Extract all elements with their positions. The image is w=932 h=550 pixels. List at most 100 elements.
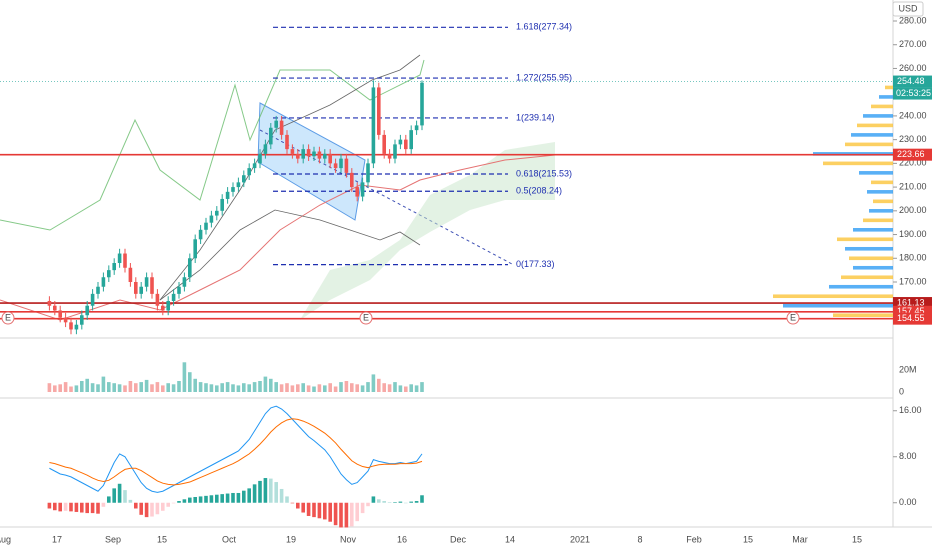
macd-histogram-bar — [231, 492, 235, 503]
macd-histogram-bar — [296, 502, 300, 509]
y-tick-label: 190.00 — [899, 229, 927, 239]
candle-body — [258, 153, 262, 164]
time-label: 2021 — [570, 534, 590, 544]
y-tick-label: 170.00 — [899, 276, 927, 286]
volume-bar — [177, 381, 181, 392]
earnings-marker: E — [5, 312, 11, 322]
candle-body — [225, 191, 230, 199]
candle-body — [74, 324, 79, 330]
macd-histogram-bar — [274, 482, 278, 503]
macd-histogram-bar — [387, 502, 392, 503]
price-label-bg — [893, 312, 932, 325]
macd-histogram-bar — [404, 502, 408, 504]
volume-bar — [80, 381, 84, 392]
candle-body — [414, 125, 419, 131]
y-tick-label: 230.00 — [899, 134, 927, 144]
macd-histogram-bar — [150, 502, 154, 517]
volume-bar — [328, 383, 332, 392]
macd-histogram-bar — [409, 501, 413, 503]
volume-bar — [393, 382, 397, 392]
macd-histogram-bar — [420, 495, 424, 503]
candle-body — [312, 151, 316, 157]
macd-histogram-bar — [96, 502, 100, 514]
volume-bar — [263, 376, 268, 392]
macd-histogram-bar — [279, 488, 284, 503]
macd-histogram-bar — [355, 502, 359, 522]
time-label: 15 — [743, 534, 753, 544]
candle-body — [409, 130, 413, 150]
fib-label: 1.272(255.95) — [516, 72, 572, 82]
candle-body — [96, 286, 100, 294]
volume-profile-bar — [849, 256, 893, 261]
macd-histogram-bar — [177, 501, 181, 503]
volume-profile-bar — [873, 199, 893, 204]
macd-histogram-bar — [220, 494, 224, 503]
volume-bar — [301, 383, 305, 392]
macd-histogram-bar — [328, 502, 332, 522]
volume-bar — [69, 386, 73, 392]
macd-histogram-bar — [198, 496, 203, 503]
candle-body — [123, 253, 127, 268]
macd-histogram-bar — [242, 490, 246, 503]
time-label: Feb — [686, 534, 702, 544]
candle-body — [198, 229, 203, 240]
currency[interactable]: USD — [898, 3, 918, 13]
candle-body — [290, 149, 295, 154]
volume-bar — [274, 382, 278, 392]
candle-body — [387, 153, 392, 159]
fib-label: 1(239.14) — [516, 112, 555, 122]
candle-body — [317, 151, 322, 159]
macd-histogram-bar — [209, 495, 214, 503]
volume-profile-bar — [863, 218, 893, 223]
price-label: 223.66 — [897, 149, 925, 159]
candle-body — [323, 153, 327, 159]
candle-body — [209, 215, 214, 223]
macd-histogram-bar — [366, 502, 370, 507]
macd-histogram-bar — [155, 502, 160, 515]
candle-body — [328, 153, 332, 164]
y-tick-label: 240.00 — [899, 110, 927, 120]
candle-body — [155, 293, 160, 306]
volume-profile-bar — [857, 123, 893, 128]
candle-body — [274, 120, 278, 128]
macd-histogram-bar — [117, 483, 122, 503]
fib-label: 0(177.33) — [516, 259, 555, 269]
candle-body — [58, 310, 62, 318]
candle-body — [112, 263, 116, 271]
time-label: 8 — [637, 534, 642, 544]
candle-body — [150, 277, 154, 294]
macd-histogram-bar — [225, 493, 230, 503]
volume-profile-bar — [845, 246, 893, 251]
cloud — [300, 142, 555, 320]
fib-label: 1.618(277.34) — [516, 22, 572, 32]
macd-histogram-bar — [215, 494, 219, 503]
candle-body — [252, 163, 257, 169]
volume-bar — [198, 382, 203, 392]
volume-bar — [339, 382, 343, 392]
price-label: 154.55 — [897, 313, 925, 323]
countdown: 02:53:25 — [896, 88, 931, 98]
volume-bar — [258, 381, 262, 392]
earnings-icon — [786, 311, 800, 325]
currency-box[interactable] — [892, 1, 924, 17]
macd-tick-label: 0.00 — [899, 497, 917, 507]
candle-body — [285, 134, 289, 150]
candle-body — [134, 282, 138, 294]
y-tick-label: 260.00 — [899, 63, 927, 73]
volume-bar — [107, 382, 111, 392]
macd-histogram-bar — [306, 502, 311, 516]
volume-bar — [193, 378, 197, 392]
volume-bar — [371, 374, 376, 392]
volume-profile-bar — [853, 228, 893, 232]
volume-tick-label: 0 — [899, 386, 904, 396]
volume-bar — [387, 384, 392, 392]
volume-bar — [398, 385, 403, 392]
volume-profile-bar — [851, 133, 893, 137]
time-label: 16 — [397, 534, 407, 544]
price-label: 161.13 — [897, 297, 925, 307]
time-label: 17 — [52, 534, 62, 544]
candle-body — [220, 198, 224, 211]
time-label: Aug — [0, 534, 11, 544]
volume-bar — [377, 378, 381, 392]
candle-body — [171, 293, 176, 301]
